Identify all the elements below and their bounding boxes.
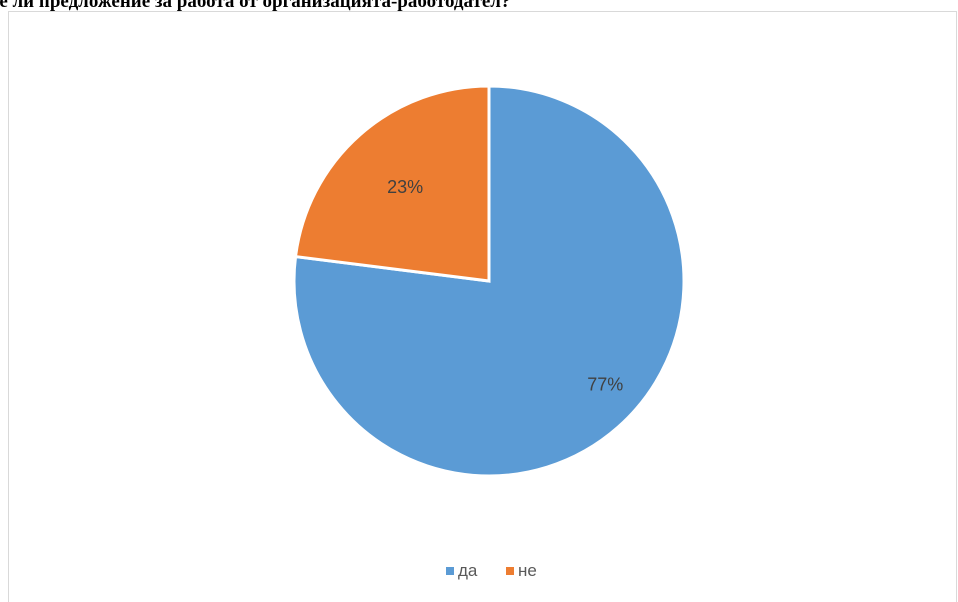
legend-swatch-ne — [506, 567, 514, 575]
pie-slice-ne — [293, 84, 491, 283]
legend: да не — [446, 561, 537, 580]
pie-slices — [292, 84, 686, 478]
question-heading: те ли предложение за работа от организац… — [0, 0, 511, 12]
legend-label-ne: не — [518, 561, 537, 580]
legend-label-da: да — [458, 561, 478, 580]
data-label-ne: 23% — [387, 177, 423, 197]
pie-data-labels: 77% 23% — [387, 177, 623, 394]
pie-slice-da — [292, 84, 686, 478]
data-label-da: 77% — [587, 374, 623, 394]
legend-swatch-da — [446, 567, 454, 575]
chart-frame — [8, 11, 957, 602]
